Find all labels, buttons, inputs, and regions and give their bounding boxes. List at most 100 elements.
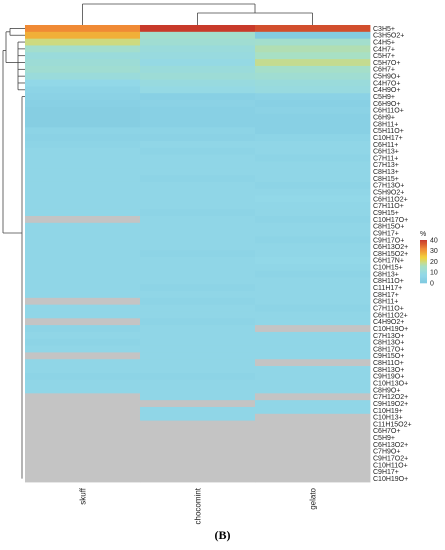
heatmap-cell xyxy=(140,188,256,196)
heatmap-cell xyxy=(140,400,256,408)
heatmap-cell xyxy=(255,113,371,121)
heatmap-cell xyxy=(140,331,256,340)
heatmap-cell xyxy=(25,318,141,326)
heatmap-cell xyxy=(25,140,141,149)
row-label: C4H5+ xyxy=(373,39,395,46)
heatmap-cell xyxy=(25,372,141,381)
row-label: C5H11O+ xyxy=(373,128,404,135)
legend-tick-label: 30 xyxy=(430,248,438,255)
heatmap-cell xyxy=(255,420,371,428)
legend-color-step xyxy=(420,264,427,267)
heatmap-cell xyxy=(140,215,256,224)
row-label: C10H15+ xyxy=(373,265,403,272)
heatmap-cell xyxy=(140,140,256,149)
heatmap-cell xyxy=(255,120,371,128)
row-label: C10H17+ xyxy=(373,135,403,142)
row-label: C8H11O+ xyxy=(373,360,404,367)
row-label: C6H11O2+ xyxy=(373,312,408,319)
heatmap-cell xyxy=(255,386,371,394)
heatmap-cell xyxy=(255,134,371,142)
heatmap-cell xyxy=(140,161,256,169)
heatmap-cell xyxy=(140,420,256,428)
row-label: C5H7O+ xyxy=(373,60,400,67)
row-label: C6H9O+ xyxy=(373,101,400,108)
heatmap-cell xyxy=(140,229,256,237)
heatmap-cell xyxy=(25,400,141,408)
heatmap-cell xyxy=(255,447,371,456)
legend-color-step xyxy=(420,240,427,242)
heatmap-cell xyxy=(25,386,141,394)
row-label: C7H9O+ xyxy=(373,449,400,456)
heatmap-cell xyxy=(255,345,371,353)
heatmap-cell xyxy=(140,202,256,210)
heatmap-cell xyxy=(255,168,371,176)
heatmap-cell xyxy=(255,400,371,408)
legend-color-step xyxy=(420,245,427,247)
heatmap-cell xyxy=(25,65,141,74)
row-label: C4H7+ xyxy=(373,46,395,53)
heatmap-cell xyxy=(255,338,371,346)
heatmap-cell xyxy=(255,304,371,312)
row-label: C8H15O2+ xyxy=(373,251,408,258)
heatmap-cell xyxy=(255,250,371,258)
legend-color-step xyxy=(420,265,427,268)
row-label: C9H17+ xyxy=(373,230,399,237)
row-label: C9H15O+ xyxy=(373,353,404,360)
heatmap-cells xyxy=(25,25,371,483)
legend-color-step xyxy=(420,270,427,272)
row-label: C7H13+ xyxy=(373,162,399,169)
row-label: C7H11+ xyxy=(373,155,398,162)
legend-color-step xyxy=(420,273,427,275)
row-label: C10H19O+ xyxy=(373,476,408,483)
heatmap-cell xyxy=(140,222,256,231)
heatmap-cell xyxy=(25,427,141,435)
legend-color-step xyxy=(420,272,427,274)
heatmap-cell xyxy=(255,406,371,415)
row-label: C5H9+ xyxy=(373,94,395,101)
heatmap-cell xyxy=(25,413,141,422)
row-label: C6H13+ xyxy=(373,149,399,156)
heatmap-cell xyxy=(140,243,256,251)
heatmap-cell xyxy=(255,127,371,135)
row-label: C8H15O+ xyxy=(373,224,404,231)
heatmap-cell xyxy=(25,100,141,108)
heatmap-cell xyxy=(140,236,256,244)
heatmap-cell xyxy=(255,100,371,108)
legend-color-step xyxy=(420,260,427,262)
heatmap-cell xyxy=(25,147,141,155)
heatmap-cell xyxy=(255,475,371,483)
heatmap-cell xyxy=(25,270,141,278)
heatmap-cell xyxy=(140,106,256,115)
heatmap-cell xyxy=(25,120,141,128)
heatmap-cell xyxy=(255,86,371,94)
heatmap-cell xyxy=(25,59,141,67)
legend-color-step xyxy=(420,255,427,257)
heatmap-cell xyxy=(140,52,256,60)
heatmap-cell xyxy=(140,352,256,360)
heatmap-cell xyxy=(255,236,371,244)
row-label: C6H13O2+ xyxy=(373,244,408,251)
heatmap-cell xyxy=(25,393,141,401)
heatmap-cell xyxy=(255,202,371,210)
heatmap-cell xyxy=(140,113,256,121)
heatmap-cell xyxy=(25,454,141,462)
heatmap-cell xyxy=(255,106,371,115)
row-label: C10H13+ xyxy=(373,415,403,422)
heatmap-cell xyxy=(25,188,141,196)
heatmap-cell xyxy=(25,175,141,183)
row-label: C7H11O+ xyxy=(373,203,404,210)
heatmap-cell xyxy=(255,93,371,101)
row-label: C7H13O+ xyxy=(373,333,404,340)
heatmap-cell xyxy=(25,359,141,367)
legend-color-step xyxy=(420,278,427,281)
heatmap-cell xyxy=(255,45,371,53)
heatmap-cell xyxy=(255,318,371,326)
heatmap-cell xyxy=(25,434,141,442)
row-label: C10H11O+ xyxy=(373,462,408,469)
heatmap-cell xyxy=(140,284,256,292)
legend-color-step xyxy=(420,276,427,278)
heatmap-cell xyxy=(25,325,141,333)
row-label: C5H9+ xyxy=(373,435,395,442)
heatmap-cell xyxy=(25,291,141,299)
